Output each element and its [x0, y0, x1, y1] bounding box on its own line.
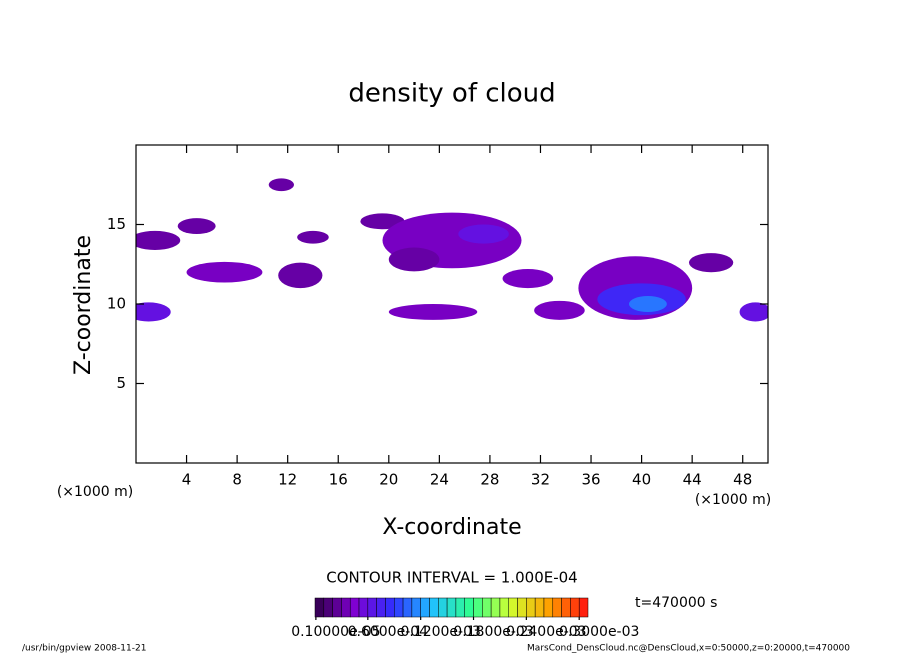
time-label: t=470000 s [635, 595, 717, 611]
density-region [177, 218, 216, 235]
colorbar-stripe [490, 597, 501, 618]
colorbar-stripe [332, 597, 342, 618]
colorbar-stripe [358, 597, 369, 618]
y-axis-label: Z-coordinate [71, 235, 96, 375]
y-tick-label: 5 [116, 374, 126, 392]
x-tick-label: 48 [733, 471, 752, 489]
colorbar-stripe [464, 597, 474, 618]
density-region [689, 253, 734, 273]
colorbar-stripe [394, 597, 404, 618]
x-tick-label: 28 [480, 471, 499, 489]
density-region [628, 296, 667, 312]
chart-title: density of cloud [348, 79, 555, 109]
colorbar-stripe [385, 597, 395, 618]
colorbar-stripe [411, 597, 421, 618]
x-tick-label: 40 [632, 471, 651, 489]
x-tick-label: 16 [329, 471, 348, 489]
density-region [360, 213, 405, 230]
colorbar-stripe [543, 597, 554, 618]
x-tick-label: 4 [182, 471, 192, 489]
footer-right: MarsCond_DensCloud.nc@DensCloud,x=0:5000… [527, 644, 850, 654]
y-tick-label: 10 [107, 295, 126, 313]
x-unit-label: (×1000 m) [695, 492, 771, 508]
colorbar-stripe [402, 597, 413, 618]
density-region [458, 224, 509, 244]
colorbar-stripe [323, 597, 333, 618]
colorbar-tick-label: 0.6000e-04 [348, 624, 429, 640]
colorbar-stripe [446, 597, 457, 618]
density-region [268, 178, 294, 192]
density-region [388, 247, 440, 272]
y-tick-label: 15 [107, 215, 126, 233]
colorbar-tick-label: 0.1200e-03 [400, 624, 480, 640]
x-tick-label: 8 [232, 471, 242, 489]
colorbar-stripe [578, 597, 589, 618]
colorbar-stripe [534, 597, 545, 618]
colorbar-stripe [482, 597, 492, 618]
x-tick-label: 44 [683, 471, 702, 489]
density-region [136, 302, 171, 322]
colorbar-stripe [508, 597, 518, 618]
x-axis-label: X-coordinate [382, 515, 521, 540]
density-region [297, 230, 329, 244]
x-unit-label: (×1000 m) [57, 484, 133, 500]
plot-area [136, 178, 768, 322]
density-region [278, 262, 323, 289]
field [136, 178, 768, 322]
x-tick-label: 12 [278, 471, 297, 489]
contour-interval: CONTOUR INTERVAL = 1.000E-04 [326, 569, 577, 587]
density-region [136, 230, 181, 250]
colorbar-stripe [570, 597, 580, 618]
colorbar-stripe [314, 597, 325, 618]
colorbar-stripe [376, 597, 386, 618]
density-region [502, 269, 554, 289]
colorbar-tick-label: 0.2400e-03 [506, 624, 586, 640]
density-region [186, 261, 263, 283]
colorbar-tick-label: 0.10000e-05 [291, 624, 380, 640]
footer-left: /usr/bin/gpview 2008-11-21 [22, 644, 146, 654]
colorbar-stripe [455, 597, 465, 618]
x-tick-label: 36 [581, 471, 600, 489]
density-region [388, 304, 478, 320]
colorbar-stripe [420, 597, 430, 618]
density-region [534, 300, 585, 320]
colorbar-stripe [341, 597, 351, 618]
colorbar-stripe [561, 597, 571, 618]
colorbar-stripe [367, 597, 377, 618]
density-region [739, 302, 768, 322]
x-tick-label: 20 [379, 471, 398, 489]
x-tick-label: 24 [430, 471, 449, 489]
colorbar-stripe [499, 597, 509, 618]
colorbar-stripe [526, 597, 536, 618]
colorbar-stripe [552, 597, 562, 618]
colorbar-stripe [473, 597, 483, 618]
colorbar-stripe [438, 597, 448, 618]
colorbar-stripe [349, 597, 360, 618]
x-tick-label: 32 [531, 471, 550, 489]
colorbar-stripe [429, 597, 439, 618]
colorbar-stripe [517, 597, 527, 618]
colorbar-tick-label: 0.1800e-03 [453, 624, 533, 640]
colorbar-tick-label: 0.3000e-03 [559, 624, 639, 640]
